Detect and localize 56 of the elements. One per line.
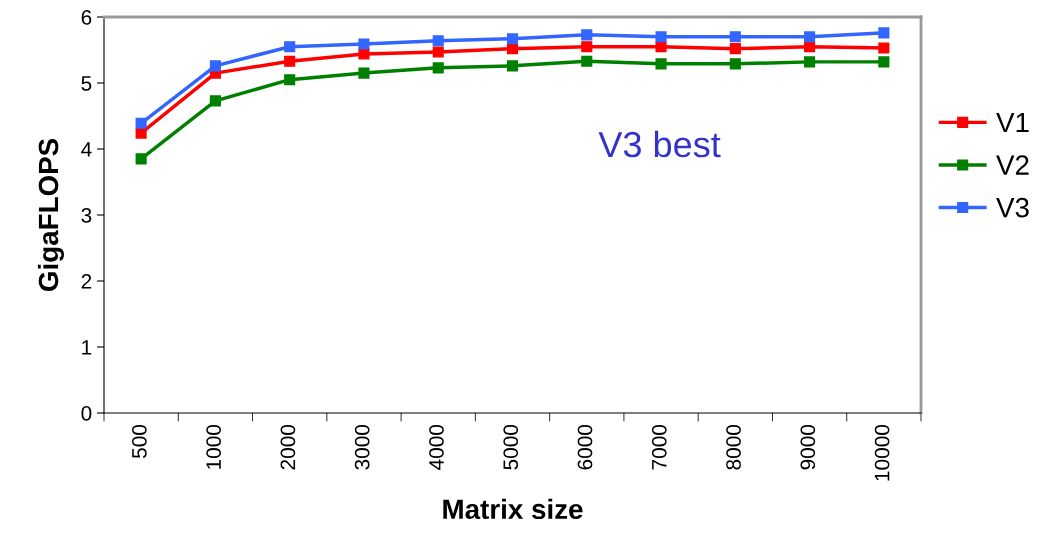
point: [804, 31, 816, 43]
point: [135, 127, 147, 139]
point: [358, 48, 370, 60]
legend-label: V2: [996, 155, 1029, 175]
point: [209, 60, 221, 72]
point: [432, 62, 444, 74]
x-tick-label: 4000: [429, 424, 444, 470]
point: [358, 67, 370, 79]
y-tick-label: 0: [81, 406, 92, 421]
point: [284, 41, 296, 53]
x-tick-label: 8000: [726, 424, 741, 470]
point: [655, 41, 667, 53]
point: [581, 29, 593, 41]
point: [506, 43, 519, 55]
x-axis-title: Matrix size: [443, 498, 583, 520]
y-tick-label: 4: [81, 142, 92, 157]
point: [135, 117, 147, 129]
point: [878, 27, 890, 39]
y-tick-label: 1: [82, 340, 92, 355]
point: [432, 35, 444, 47]
x-tick-label: 6000: [577, 424, 593, 470]
point: [804, 56, 816, 68]
x-tick-label: 10000: [874, 424, 890, 481]
x-tick-label: 1000: [206, 424, 221, 469]
point: [804, 41, 816, 53]
point: [135, 153, 147, 165]
point: [655, 58, 667, 70]
y-tick-label: 3: [81, 208, 92, 223]
legend-label: V1: [996, 112, 1029, 133]
point: [284, 74, 296, 86]
point: [729, 58, 741, 70]
point: [209, 95, 221, 107]
y-tick-label: 5: [81, 76, 92, 91]
point: [506, 33, 519, 45]
point: [655, 31, 667, 43]
point: [878, 56, 890, 68]
x-tick-label: 2000: [280, 424, 296, 470]
y-tick-label: 2: [81, 274, 92, 289]
point: [878, 42, 890, 54]
x-tick-label: 3000: [354, 424, 370, 470]
point: [506, 60, 519, 72]
point: [729, 43, 741, 55]
x-tick-label: 9000: [800, 424, 816, 470]
x-tick-label: 500: [131, 424, 147, 459]
point: [581, 55, 593, 67]
point: [358, 38, 370, 50]
legend-label: V3: [996, 197, 1029, 218]
point: [581, 41, 593, 53]
x-tick-label: 7000: [651, 424, 667, 470]
y-axis-title: GigaFLOPS: [37, 138, 64, 292]
point: [432, 46, 444, 58]
point: [729, 31, 741, 43]
x-tick-label: 5000: [503, 424, 519, 470]
annotation: V3 best: [598, 130, 721, 158]
point: [284, 55, 296, 67]
y-tick-label: 6: [81, 10, 92, 25]
